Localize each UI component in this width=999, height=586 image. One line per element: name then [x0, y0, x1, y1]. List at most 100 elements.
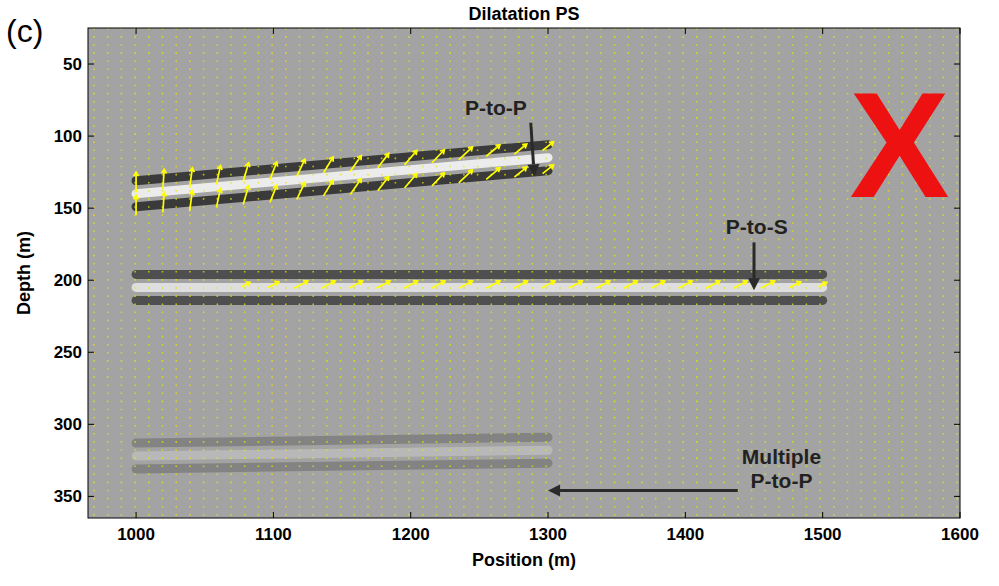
vector [486, 145, 500, 157]
x-tick-label: 1400 [666, 525, 704, 544]
vector [543, 142, 554, 151]
x-tick-label: 1200 [392, 525, 430, 544]
field-texture [258, 28, 260, 518]
field-texture [573, 28, 575, 518]
y-tick-label: 100 [54, 127, 82, 146]
vector [297, 159, 306, 176]
vector [624, 281, 638, 289]
x-tick [960, 28, 961, 34]
field-texture [107, 28, 109, 518]
annotation-arrow [560, 489, 738, 492]
x-tick [410, 28, 411, 34]
field-texture [422, 28, 424, 518]
vector [376, 281, 390, 289]
x-tick [685, 512, 686, 518]
field-texture [230, 28, 232, 518]
vector [378, 176, 389, 190]
y-tick [954, 280, 960, 281]
vector [405, 151, 417, 165]
field-texture [600, 28, 602, 518]
event-bright-band [136, 450, 548, 456]
vector [243, 186, 250, 205]
annotation-label: P-to-S [726, 215, 788, 238]
event-dark-band [136, 270, 823, 279]
vector [404, 281, 418, 289]
y-tick [88, 136, 94, 137]
field-texture [559, 28, 561, 518]
field-texture [395, 28, 397, 518]
y-tick-label: 350 [54, 487, 82, 506]
y-tick [88, 352, 94, 353]
field-texture [408, 28, 410, 518]
vector [324, 157, 334, 173]
x-tick-label: 1600 [941, 525, 979, 544]
vector [270, 162, 278, 179]
annotation-arrowhead [548, 485, 560, 497]
annotation-label: MultipleP-to-P [742, 445, 821, 491]
field-texture [833, 28, 835, 518]
field-texture [655, 28, 657, 518]
vector [432, 150, 444, 163]
field-texture [669, 28, 671, 518]
field-texture [545, 28, 547, 518]
vector [268, 281, 279, 287]
field-texture [449, 28, 451, 518]
x-tick [136, 512, 137, 518]
vector [189, 191, 194, 211]
vector [350, 179, 361, 195]
field-texture [148, 28, 150, 518]
vector [651, 281, 665, 289]
field-texture [353, 28, 355, 518]
field-texture [436, 28, 438, 518]
event-dark-band [136, 296, 823, 305]
event-dark-band [136, 463, 548, 469]
vector [350, 156, 361, 172]
field-texture [381, 28, 383, 518]
event-dark-band [136, 437, 548, 443]
field-texture [217, 28, 219, 518]
y-tick-label: 250 [54, 343, 82, 362]
field-texture [340, 28, 342, 518]
vector [161, 192, 166, 212]
field-texture [737, 28, 739, 518]
vector [543, 165, 554, 174]
y-tick [954, 136, 960, 137]
field-texture [723, 28, 725, 518]
field-texture [285, 28, 287, 518]
vector [790, 281, 801, 287]
vector [294, 281, 308, 289]
plot-background [88, 28, 960, 518]
annotation-label: P-to-P [465, 96, 527, 119]
vector [569, 281, 583, 289]
y-tick [88, 424, 94, 425]
vector [761, 281, 775, 289]
stamp: X [850, 61, 950, 229]
vector [459, 170, 473, 183]
vector [243, 163, 250, 182]
field-texture [244, 28, 246, 518]
field-texture [627, 28, 629, 518]
annotation-arrow [753, 242, 756, 278]
field-texture [271, 28, 273, 518]
vector [431, 281, 445, 289]
y-tick [954, 352, 960, 353]
y-tick [954, 496, 960, 497]
annotation-arrowhead [528, 164, 540, 176]
x-tick [548, 28, 549, 34]
field-texture [710, 28, 712, 518]
x-tick [822, 512, 823, 518]
x-tick-label: 1000 [117, 525, 155, 544]
field-texture [641, 28, 643, 518]
vector [541, 281, 555, 289]
vector [161, 169, 166, 189]
x-tick-label: 1500 [804, 525, 842, 544]
y-tick-label: 50 [63, 55, 82, 74]
field-texture [682, 28, 684, 518]
y-tick [88, 280, 94, 281]
vector [514, 281, 528, 289]
vector [134, 195, 139, 215]
vector [216, 189, 222, 208]
vector [297, 182, 306, 199]
field-texture [532, 28, 534, 518]
annotation-arrow [531, 123, 534, 165]
